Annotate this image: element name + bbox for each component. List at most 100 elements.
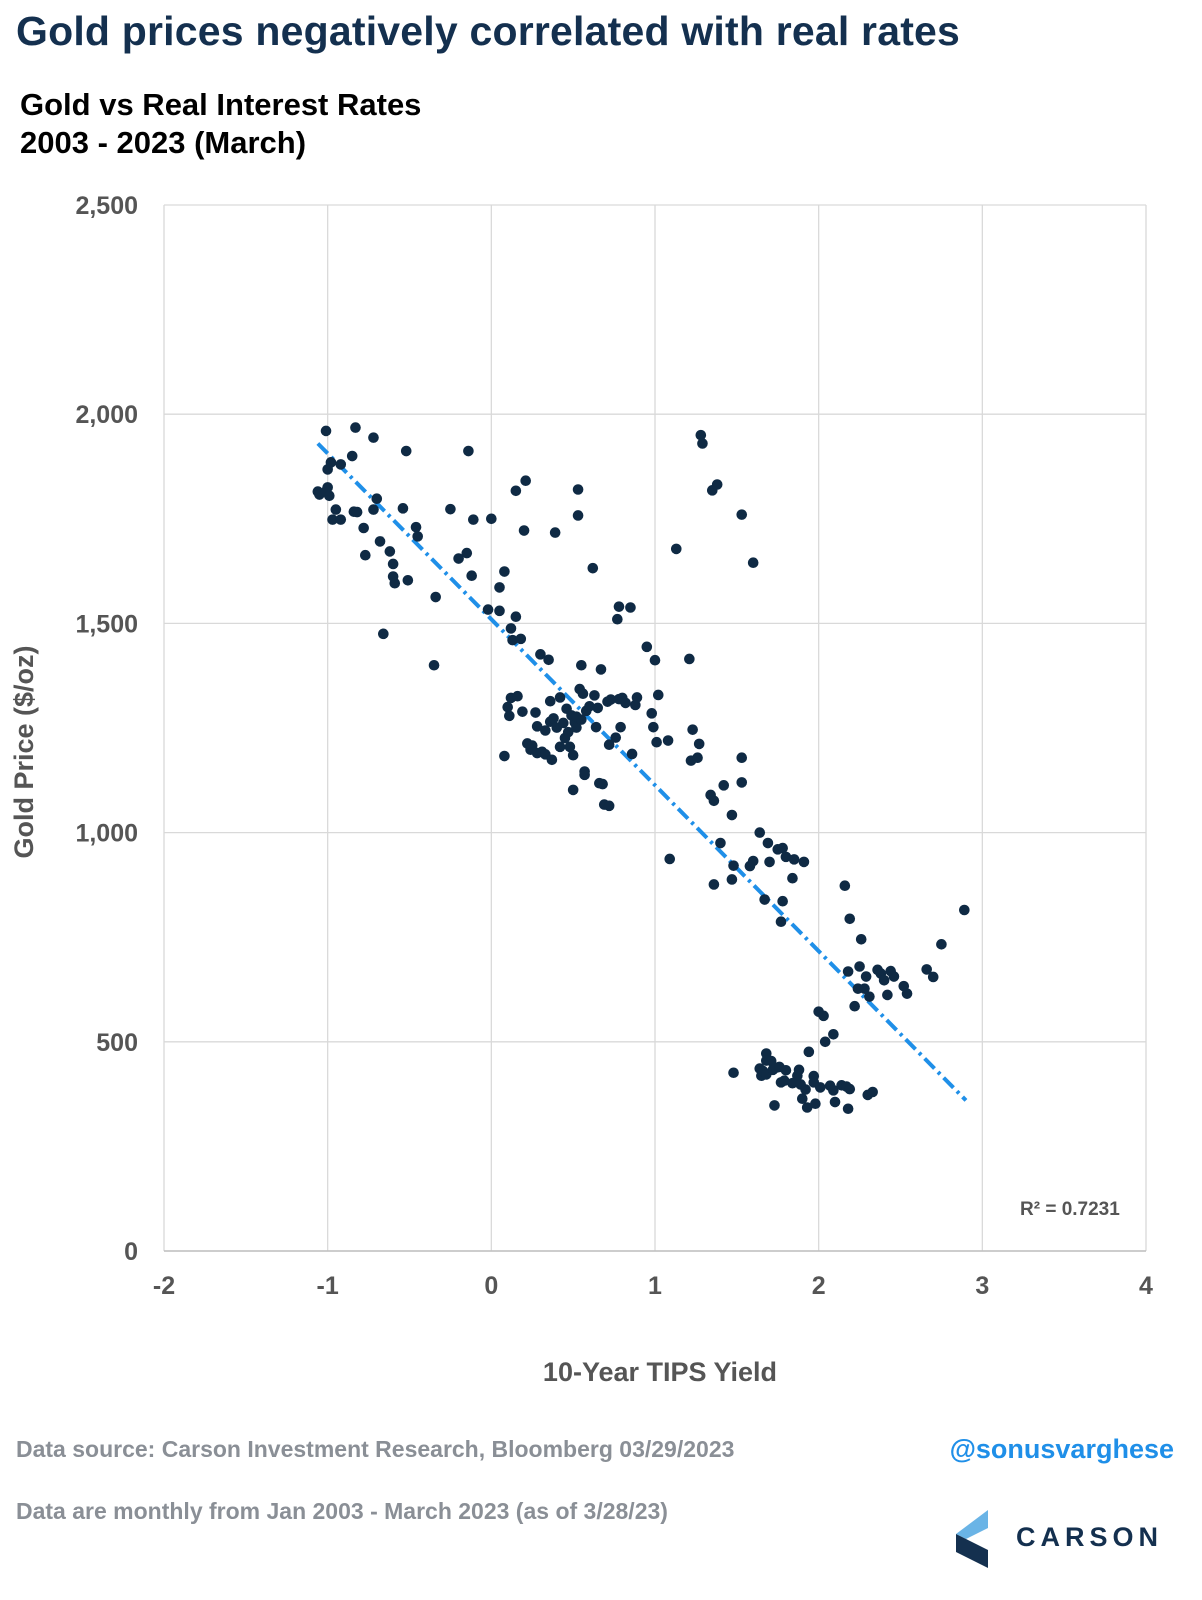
data-point: [718, 780, 730, 791]
data-point: [684, 653, 695, 665]
data-point: [613, 601, 625, 612]
carson-chevron-logo-icon: [956, 1510, 988, 1568]
data-point: [360, 549, 371, 561]
data-point: [374, 536, 386, 547]
data-point: [855, 933, 867, 945]
data-point: [428, 659, 440, 671]
data-point: [494, 605, 505, 617]
data-point: [453, 553, 464, 564]
y-axis-ticks: 0 500 1,000 1,500 2,000 2,500: [75, 192, 138, 1266]
y-axis-title: Gold Price ($/oz): [9, 645, 39, 858]
data-point: [736, 777, 748, 788]
data-points: [312, 422, 970, 1115]
data-point: [540, 725, 551, 736]
data-point: [400, 445, 412, 457]
data-point: [854, 961, 865, 972]
data-point: [769, 1100, 780, 1111]
x-tick-label: 3: [975, 1272, 989, 1300]
data-point: [384, 546, 396, 557]
data-point: [330, 504, 342, 515]
chart-subtitle: Gold vs Real Interest Rates 2003 - 2023 …: [20, 86, 421, 162]
data-point: [687, 724, 698, 735]
x-tick-label: 4: [1139, 1272, 1153, 1300]
data-point: [726, 874, 738, 885]
data-point: [402, 575, 414, 586]
data-point: [543, 654, 554, 666]
data-point: [693, 738, 705, 750]
data-point: [603, 739, 615, 751]
x-tick-label: 2: [812, 1272, 826, 1300]
data-point: [335, 514, 347, 525]
data-point: [499, 566, 510, 577]
data-point: [648, 721, 659, 733]
data-point: [605, 694, 617, 705]
data-point: [711, 479, 723, 490]
data-point: [327, 514, 338, 525]
data-point: [466, 570, 477, 582]
data-point: [747, 855, 759, 867]
data-point: [412, 531, 423, 542]
data-point: [708, 879, 720, 890]
data-point: [597, 778, 608, 790]
data-point: [652, 689, 664, 701]
data-point: [350, 422, 361, 433]
data-point: [631, 692, 643, 703]
data-point: [546, 754, 558, 766]
data-point: [959, 904, 970, 916]
data-point: [726, 809, 738, 821]
data-point: [576, 659, 587, 671]
data-point: [554, 692, 566, 703]
twitter-handle[interactable]: @sonusvarghese: [949, 1434, 1174, 1464]
data-point: [927, 971, 939, 983]
y-tick-label: 2,500: [75, 192, 138, 220]
data-point: [410, 521, 422, 533]
data-point: [788, 854, 800, 865]
data-point: [612, 613, 623, 625]
data-point: [867, 1086, 878, 1098]
data-point: [747, 557, 759, 569]
data-point: [378, 628, 389, 640]
data-point: [515, 633, 527, 645]
data-point: [486, 513, 497, 525]
data-point: [587, 562, 599, 574]
data-point: [603, 800, 615, 812]
data-point: [842, 966, 854, 977]
data-point: [325, 457, 337, 468]
data-point: [368, 432, 379, 443]
data-point: [504, 710, 515, 722]
data-point: [468, 514, 479, 525]
data-point: [844, 913, 856, 925]
data-point: [670, 543, 682, 555]
data-point: [808, 1070, 820, 1082]
data-point: [351, 506, 363, 518]
data-point: [828, 1085, 839, 1096]
data-point: [649, 654, 661, 666]
data-point: [320, 425, 332, 437]
data-point: [567, 784, 579, 796]
data-point: [815, 1082, 826, 1093]
data-point: [662, 735, 674, 746]
data-point: [829, 1096, 841, 1108]
data-point: [819, 1036, 831, 1048]
data-point: [626, 748, 638, 760]
data-point: [849, 1000, 860, 1012]
data-point: [697, 438, 708, 449]
data-point: [780, 851, 792, 863]
data-point: [800, 1084, 811, 1095]
data-point: [646, 708, 658, 719]
data-point: [562, 726, 574, 738]
x-tick-label: -1: [317, 1272, 339, 1300]
data-point: [878, 974, 890, 986]
data-point: [510, 485, 522, 497]
data-point: [664, 853, 676, 865]
data-point: [576, 714, 587, 725]
data-point: [762, 837, 774, 849]
y-tick-label: 1,000: [75, 820, 138, 848]
data-point: [324, 490, 335, 502]
data-point: [397, 503, 409, 514]
data-point: [535, 649, 546, 660]
data-point: [520, 475, 532, 487]
carson-logo: CARSON: [954, 1508, 1194, 1570]
headline: Gold prices negatively correlated with r…: [16, 8, 961, 54]
data-point: [793, 1064, 805, 1076]
